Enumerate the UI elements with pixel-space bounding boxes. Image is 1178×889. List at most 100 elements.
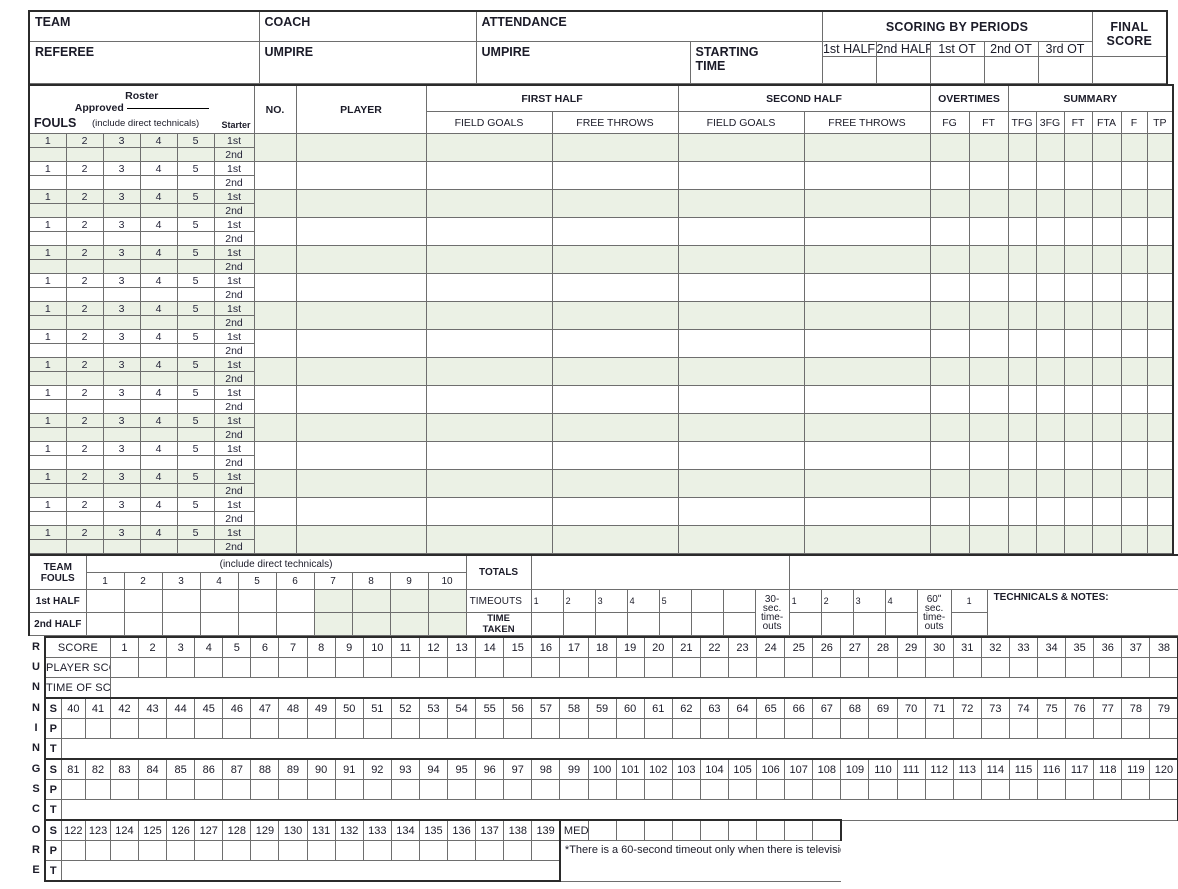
ot-fg-cell[interactable] [929, 217, 970, 246]
sh-free-throws-cell[interactable] [803, 133, 931, 162]
points-cell[interactable] [812, 779, 842, 800]
points-cell[interactable] [166, 718, 196, 739]
sum-fta-cell[interactable] [1091, 413, 1122, 442]
fh-free-throws-cell[interactable] [551, 217, 679, 246]
timeout-taken-cell[interactable] [530, 612, 564, 636]
foul-marker-2[interactable]: 2 [65, 497, 104, 512]
foul-marker-blank[interactable] [102, 539, 141, 554]
time-cell[interactable] [60, 860, 561, 882]
ot-ft-cell[interactable] [968, 301, 1009, 330]
foul-marker-4[interactable]: 4 [139, 413, 178, 428]
team-fouls-first-half-cell-7[interactable] [313, 589, 353, 613]
foul-marker-blank[interactable] [139, 231, 178, 246]
player-scoring-cell[interactable] [1008, 657, 1039, 678]
points-cell[interactable] [334, 779, 364, 800]
sh-field-goals-cell[interactable] [677, 413, 805, 442]
points-cell[interactable] [1149, 779, 1178, 800]
fh-field-goals-cell[interactable] [425, 413, 553, 442]
foul-marker-blank[interactable] [28, 371, 67, 386]
foul-marker-2[interactable]: 2 [65, 217, 104, 232]
points-cell[interactable] [250, 718, 280, 739]
foul-marker-4[interactable]: 4 [139, 525, 178, 540]
foul-marker-2[interactable]: 2 [65, 413, 104, 428]
player-cell[interactable] [295, 441, 427, 470]
player-scoring-cell[interactable] [109, 657, 140, 678]
points-cell[interactable] [503, 840, 533, 861]
foul-marker-blank[interactable] [176, 287, 215, 302]
player-cell[interactable] [295, 301, 427, 330]
sum-3fg-cell[interactable] [1035, 301, 1065, 330]
sh-field-goals-cell[interactable] [677, 497, 805, 526]
period-value-4[interactable] [983, 56, 1039, 84]
foul-marker-2[interactable]: 2 [65, 329, 104, 344]
sum-ft-cell[interactable] [1063, 385, 1093, 414]
foul-marker-4[interactable]: 4 [139, 217, 178, 232]
player-scoring-cell[interactable] [812, 657, 842, 678]
team-fouls-first-half-cell-5[interactable] [237, 589, 277, 613]
sum-3fg-cell[interactable] [1035, 413, 1065, 442]
foul-marker-blank[interactable] [65, 483, 104, 498]
points-cell[interactable] [1008, 779, 1039, 800]
no-cell[interactable] [253, 413, 297, 442]
points-cell[interactable] [896, 718, 926, 739]
foul-marker-3[interactable]: 3 [102, 133, 141, 148]
sum-ft-cell[interactable] [1063, 245, 1093, 274]
points-cell[interactable] [194, 840, 224, 861]
sum-3fg-cell[interactable] [1035, 329, 1065, 358]
no-cell[interactable] [253, 189, 297, 218]
foul-marker-blank[interactable] [139, 427, 178, 442]
starter-half-1st[interactable]: 1st [213, 189, 255, 204]
sum-ft-cell[interactable] [1063, 413, 1093, 442]
technicals-notes-field[interactable]: TECHNICALS & NOTES: [986, 589, 1178, 636]
foul-marker-blank[interactable] [139, 203, 178, 218]
points-cell[interactable] [222, 779, 252, 800]
player-scoring-cell[interactable] [952, 657, 982, 678]
starter-half-2nd[interactable]: 2nd [213, 287, 255, 302]
points-cell[interactable] [447, 840, 477, 861]
foul-marker-1[interactable]: 1 [28, 301, 67, 316]
time-of-scoring-cell[interactable] [109, 677, 1178, 699]
foul-marker-blank[interactable] [176, 427, 215, 442]
ot-ft-cell[interactable] [968, 133, 1009, 162]
attendance-field[interactable]: ATTENDANCE [475, 10, 823, 42]
sum-tfg-cell[interactable] [1007, 357, 1037, 386]
no-cell[interactable] [253, 441, 297, 470]
points-cell[interactable] [334, 718, 364, 739]
points-cell[interactable] [671, 779, 701, 800]
sh-free-throws-cell[interactable] [803, 273, 931, 302]
sum-fta-cell[interactable] [1091, 525, 1122, 554]
foul-marker-blank[interactable] [176, 371, 215, 386]
player-cell[interactable] [295, 357, 427, 386]
starter-half-2nd[interactable]: 2nd [213, 511, 255, 526]
team-fouls-second-half-cell-6[interactable] [275, 612, 315, 636]
sum-f-cell[interactable] [1120, 385, 1148, 414]
points-cell[interactable] [1121, 779, 1151, 800]
sh-free-throws-cell[interactable] [803, 301, 931, 330]
sum-ft-cell[interactable] [1063, 497, 1093, 526]
sum-tfg-cell[interactable] [1007, 189, 1037, 218]
ot-ft-cell[interactable] [968, 413, 1009, 442]
points-cell[interactable] [1121, 718, 1151, 739]
foul-marker-5[interactable]: 5 [176, 357, 215, 372]
points-cell[interactable] [166, 779, 196, 800]
foul-marker-4[interactable]: 4 [139, 497, 178, 512]
fh-field-goals-cell[interactable] [425, 525, 553, 554]
player-scoring-cell[interactable] [418, 657, 449, 678]
player-scoring-cell[interactable] [1149, 657, 1178, 678]
sum-3fg-cell[interactable] [1035, 357, 1065, 386]
points-cell[interactable] [250, 779, 280, 800]
sum-tp-cell[interactable] [1146, 133, 1175, 162]
sum-3fg-cell[interactable] [1035, 217, 1065, 246]
foul-marker-3[interactable]: 3 [102, 273, 141, 288]
points-cell[interactable] [896, 779, 926, 800]
foul-marker-blank[interactable] [28, 231, 67, 246]
totals-value-area[interactable] [530, 554, 790, 590]
fh-free-throws-cell[interactable] [551, 525, 679, 554]
sum-tp-cell[interactable] [1146, 413, 1175, 442]
points-cell[interactable] [503, 718, 533, 739]
sum-tp-cell[interactable] [1146, 441, 1175, 470]
ot-fg-cell[interactable] [929, 329, 970, 358]
time-cell[interactable] [60, 799, 1178, 821]
player-scoring-cell[interactable] [1065, 657, 1095, 678]
fh-free-throws-cell[interactable] [551, 133, 679, 162]
